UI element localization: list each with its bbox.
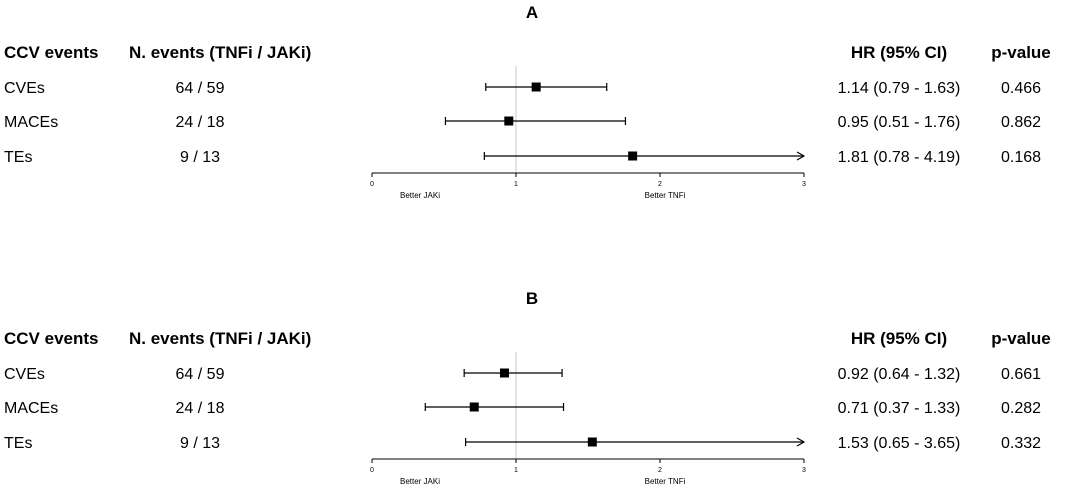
row-event-counts: 9 / 13 [180, 435, 220, 452]
favor-left-label: Better JAKi [400, 191, 440, 200]
row-event-counts: 24 / 18 [176, 114, 225, 131]
header-ccv-events: CCV events [4, 329, 98, 348]
x-tick-label: 3 [802, 467, 806, 474]
row-label: TEs [4, 435, 32, 452]
row-hr-ci-text: 0.95 (0.51 - 1.76) [838, 114, 961, 131]
row-p-value: 0.332 [1001, 435, 1041, 452]
row-label: CVEs [4, 366, 45, 383]
hr-point [499, 368, 509, 378]
panel-title: A [526, 3, 538, 22]
row-label: TEs [4, 149, 32, 166]
header-n-events: N. events (TNFi / JAKi) [129, 329, 311, 348]
favor-right-label: Better TNFi [645, 191, 686, 200]
row-hr-ci-text: 0.71 (0.37 - 1.33) [838, 400, 961, 417]
header-hr-ci: HR (95% CI) [851, 329, 947, 348]
x-tick-label: 0 [370, 181, 374, 188]
hr-point [628, 151, 638, 161]
x-tick-label: 1 [514, 181, 518, 188]
ci-arrow [796, 437, 806, 447]
row-event-counts: 64 / 59 [176, 80, 225, 97]
row-hr-ci-text: 1.14 (0.79 - 1.63) [838, 80, 961, 97]
row-label: MACEs [4, 114, 58, 131]
row-event-counts: 24 / 18 [176, 400, 225, 417]
header-p-value: p-value [991, 329, 1051, 348]
x-tick-label: 2 [658, 467, 662, 474]
forest-panel-a: A CCV events N. events (TNFi / JAKi) HR (95… [4, 3, 1051, 200]
x-tick-label: 1 [514, 467, 518, 474]
header-p-value: p-value [991, 43, 1051, 62]
header-n-events: N. events (TNFi / JAKi) [129, 43, 311, 62]
hr-point [504, 116, 514, 126]
header-ccv-events: CCV events [4, 43, 98, 62]
row-event-counts: 9 / 13 [180, 149, 220, 166]
panel-title: B [526, 289, 538, 308]
favor-left-label: Better JAKi [400, 477, 440, 486]
x-tick-label: 2 [658, 181, 662, 188]
row-hr-ci-text: 0.92 (0.64 - 1.32) [838, 366, 961, 383]
row-label: CVEs [4, 80, 45, 97]
forest-panel-b: B CCV events N. events (TNFi / JAKi) HR (95… [4, 289, 1051, 486]
row-p-value: 0.168 [1001, 149, 1041, 166]
row-hr-ci-text: 1.53 (0.65 - 3.65) [838, 435, 961, 452]
x-tick-label: 0 [370, 467, 374, 474]
header-hr-ci: HR (95% CI) [851, 43, 947, 62]
row-p-value: 0.282 [1001, 400, 1041, 417]
favor-right-label: Better TNFi [645, 477, 686, 486]
hr-point [469, 402, 479, 412]
hr-point [531, 82, 541, 92]
row-event-counts: 64 / 59 [176, 366, 225, 383]
hr-point [587, 437, 597, 447]
row-p-value: 0.661 [1001, 366, 1041, 383]
row-p-value: 0.862 [1001, 114, 1041, 131]
ci-arrow [796, 151, 806, 161]
x-tick-label: 3 [802, 181, 806, 188]
row-label: MACEs [4, 400, 58, 417]
row-hr-ci-text: 1.81 (0.78 - 4.19) [838, 149, 961, 166]
row-p-value: 0.466 [1001, 80, 1041, 97]
